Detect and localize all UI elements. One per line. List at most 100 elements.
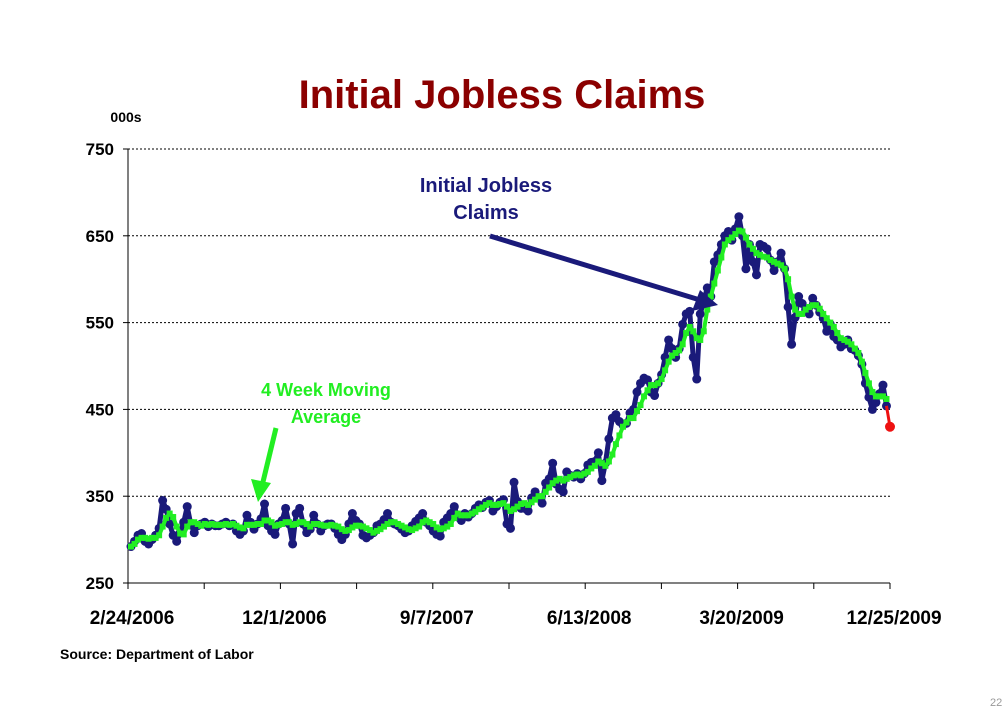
source-note: Source: Department of Labor [60, 646, 254, 662]
average-point [721, 241, 728, 248]
claims-point [783, 302, 793, 312]
average-point [532, 496, 539, 503]
average-point [802, 306, 809, 313]
claims-point [260, 499, 270, 509]
y-tick-label: 650 [86, 227, 114, 246]
average-point [131, 540, 138, 547]
claims-point [548, 458, 558, 468]
y-tick-label: 350 [86, 487, 114, 506]
average-point [865, 380, 872, 387]
claims-point [664, 335, 674, 345]
average-point [778, 262, 785, 269]
average-point [739, 228, 746, 235]
average-point [672, 349, 679, 356]
average-point [475, 506, 482, 513]
average-point [809, 302, 816, 309]
average-point [637, 402, 644, 409]
average-point [279, 520, 286, 527]
average-point [219, 521, 226, 528]
average-point [370, 529, 377, 536]
y-tick-label: 750 [86, 140, 114, 159]
average-point [250, 521, 257, 528]
average-point [208, 520, 215, 527]
average-point [321, 522, 328, 529]
average-point [243, 521, 250, 528]
claims-point [347, 509, 357, 519]
average-point [774, 260, 781, 267]
average-point [152, 534, 159, 541]
average-point [465, 512, 472, 519]
claims-point [688, 352, 698, 362]
average-point [570, 472, 577, 479]
annotation-claims-line-1: Initial Jobless [420, 175, 552, 197]
claims-point [165, 519, 175, 529]
average-point [247, 521, 254, 528]
average-point [135, 536, 142, 543]
average-point [560, 477, 567, 484]
claims-point [769, 266, 779, 276]
average-point [328, 521, 335, 528]
x-axis-ticks: 2/24/2006 12/1/2006 9/7/2007 6/13/2008 3/20/… [90, 583, 942, 629]
average-point [584, 468, 591, 475]
average-point [272, 522, 279, 529]
average-point [658, 376, 665, 383]
claims-point [822, 326, 832, 336]
claims-point [189, 528, 199, 538]
average-point [349, 524, 356, 531]
average-point [496, 501, 503, 508]
average-point [310, 520, 317, 527]
claims-point [751, 270, 761, 280]
average-point [226, 521, 233, 528]
claims-point [593, 448, 603, 458]
average-point [542, 488, 549, 495]
series-latest-point [885, 405, 895, 432]
average-point [388, 519, 395, 526]
average-point [630, 415, 637, 422]
average-point [577, 472, 584, 479]
average-point [806, 303, 813, 310]
claims-point [692, 374, 702, 384]
average-point [676, 347, 683, 354]
average-point [841, 336, 848, 343]
claims-point [776, 248, 786, 258]
claims-point [537, 498, 547, 508]
average-point [813, 302, 820, 309]
average-point [518, 501, 525, 508]
average-point [398, 522, 405, 529]
average-point [142, 534, 149, 541]
average-point [553, 477, 560, 484]
average-point [138, 534, 145, 541]
claims-point [597, 476, 607, 486]
average-point [373, 527, 380, 534]
average-point [662, 367, 669, 374]
average-point [437, 526, 444, 533]
average-point [700, 328, 707, 335]
average-point [760, 253, 767, 260]
average-point [820, 310, 827, 317]
average-point [440, 525, 447, 532]
average-point [282, 519, 289, 526]
average-point [764, 254, 771, 261]
average-point [858, 358, 865, 365]
average-point [714, 267, 721, 274]
average-point [363, 525, 370, 532]
average-point [324, 522, 331, 529]
average-point [788, 293, 795, 300]
average-point [851, 345, 858, 352]
average-point [539, 493, 546, 500]
y-tick-label: 250 [86, 574, 114, 593]
claims-point [435, 531, 445, 541]
average-point [293, 520, 300, 527]
average-point [697, 336, 704, 343]
claims-point [709, 257, 719, 267]
average-point [834, 330, 841, 337]
claims-point [794, 292, 804, 302]
claims-point [242, 510, 252, 520]
average-point [416, 523, 423, 530]
average-point [732, 231, 739, 238]
average-point [876, 393, 883, 400]
claims-point [632, 387, 642, 397]
y-tick-label: 550 [86, 314, 114, 333]
average-point [338, 526, 345, 533]
